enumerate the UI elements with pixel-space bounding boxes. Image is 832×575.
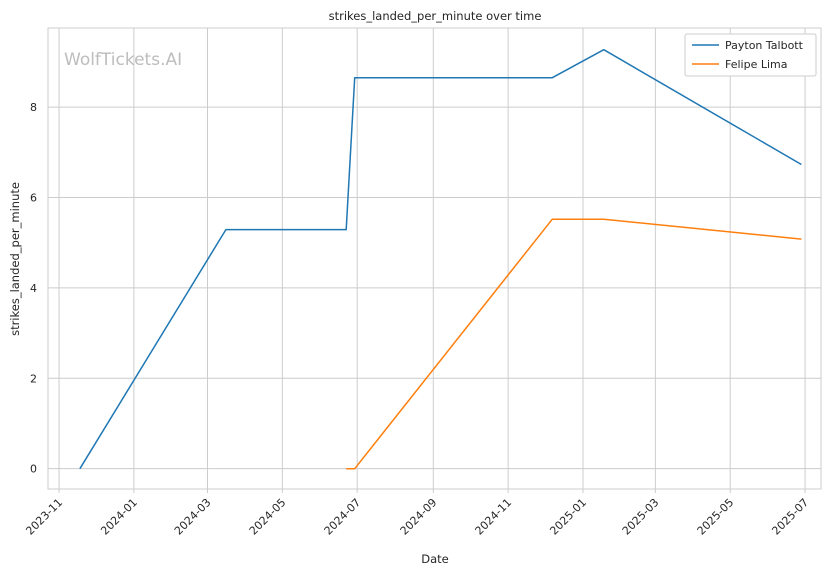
x-tick-label: 2024-01 bbox=[98, 496, 140, 538]
y-tick-label: 8 bbox=[30, 101, 37, 114]
legend: Payton Talbott Felipe Lima bbox=[684, 33, 817, 77]
legend-label-payton-talbott: Payton Talbott bbox=[725, 39, 804, 52]
watermark: WolfTickets.AI bbox=[64, 50, 182, 70]
x-tick-label: 2024-03 bbox=[172, 496, 214, 538]
y-tick-label: 6 bbox=[30, 191, 37, 204]
x-tick-label: 2025-07 bbox=[769, 496, 811, 538]
x-tick-label: 2024-07 bbox=[322, 496, 364, 538]
legend-label-felipe-lima: Felipe Lima bbox=[725, 58, 788, 71]
x-tick-label: 2025-01 bbox=[547, 496, 589, 538]
series-line-felipe-lima bbox=[346, 218, 802, 470]
x-tick-label: 2024-09 bbox=[398, 496, 440, 538]
x-axis-title: Date bbox=[421, 552, 449, 566]
x-tick-label: 2024-05 bbox=[247, 496, 289, 538]
series-lines bbox=[79, 48, 802, 470]
x-tick-label: 2025-05 bbox=[695, 496, 737, 538]
x-tick-label: 2025-03 bbox=[620, 496, 662, 538]
y-tick-labels: 0 2 4 6 8 bbox=[30, 101, 37, 476]
series-line-payton-talbott bbox=[79, 48, 802, 470]
x-tick-label: 2024-11 bbox=[473, 496, 515, 538]
chart-title: strikes_landed_per_minute over time bbox=[329, 9, 542, 23]
plot-area-frame bbox=[47, 27, 822, 490]
y-axis-title: strikes_landed_per_minute bbox=[8, 182, 22, 336]
y-tick-label: 0 bbox=[30, 463, 37, 476]
grid-lines bbox=[48, 28, 821, 493]
y-tick-label: 2 bbox=[30, 372, 37, 385]
y-tick-label: 4 bbox=[30, 282, 37, 295]
x-tick-labels: 2023-11 2024-01 2024-03 2024-05 2024-07 2024-… bbox=[23, 496, 811, 538]
x-tick-label: 2023-11 bbox=[23, 496, 65, 538]
